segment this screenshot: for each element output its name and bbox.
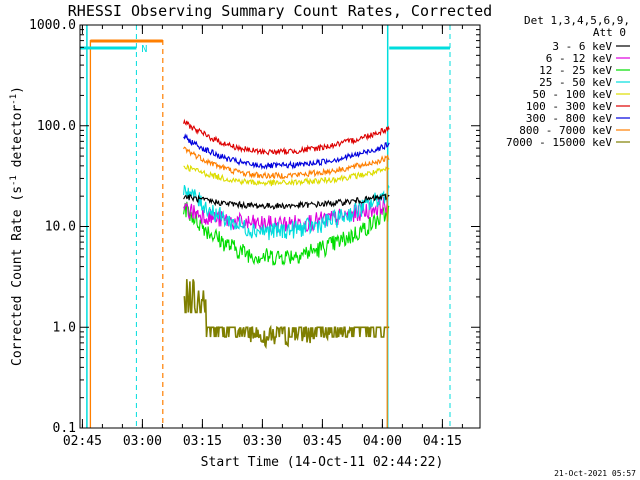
legend-label-6: 300 - 800 keV — [526, 112, 612, 125]
legend-label-5: 100 - 300 keV — [526, 100, 612, 113]
legend-label-1: 6 - 12 keV — [546, 52, 613, 65]
x-tick-label: 03:00 — [123, 434, 162, 449]
axis-ticks: 0.1 1.0 10.0 100.0 1000.0 02:45 03:00 03:15 03:3… — [29, 18, 480, 449]
series-line-4 — [183, 163, 390, 187]
legend-label-7: 800 - 7000 keV — [519, 124, 612, 137]
y-tick-label: 10.0 — [45, 220, 76, 235]
x-tick-label: 02:45 — [63, 434, 102, 449]
series-line-2 — [183, 201, 390, 266]
x-tick-label: 04:00 — [363, 434, 402, 449]
legend-header-1: Det 1,3,4,5,6,9, — [524, 14, 630, 27]
series-line-5 — [183, 118, 390, 156]
plot-area: N — [80, 25, 451, 428]
x-tick-label: 04:15 — [423, 434, 462, 449]
y-axis-label: Corrected Count Rate (s-1 detector-1) — [9, 86, 25, 366]
legend-label-4: 50 - 100 keV — [533, 88, 613, 101]
x-tick-label: 03:45 — [303, 434, 342, 449]
legend-label-3: 25 - 50 keV — [539, 76, 612, 89]
chart-title: RHESSI Observing Summary Count Rates, Co… — [68, 2, 492, 20]
plot-frame — [79, 24, 481, 429]
x-axis-label: Start Time (14-Oct-11 02:44:22) — [201, 455, 444, 470]
x-tick-label: 03:30 — [243, 434, 282, 449]
y-tick-label: 100.0 — [37, 119, 76, 134]
series-line-0 — [183, 193, 390, 210]
legend-label-2: 12 - 25 keV — [539, 64, 612, 77]
legend-label-0: 3 - 6 keV — [552, 40, 612, 53]
x-tick-label: 03:15 — [183, 434, 222, 449]
series-line-7 — [183, 146, 390, 180]
timestamp: 21-Oct-2021 05:57 — [554, 469, 636, 478]
legend-header-2: Att 0 — [593, 26, 626, 39]
flag-label-N: N — [141, 44, 147, 55]
legend-label-8: 7000 - 15000 keV — [506, 136, 612, 149]
series-line-6 — [183, 133, 390, 171]
series-line-1 — [183, 194, 390, 233]
y-tick-label: 1000.0 — [29, 18, 76, 33]
y-tick-label: 1.0 — [53, 320, 76, 335]
series-line-8 — [183, 279, 390, 350]
y-tick-label: 0.1 — [53, 421, 76, 436]
series-line-3 — [183, 183, 390, 241]
